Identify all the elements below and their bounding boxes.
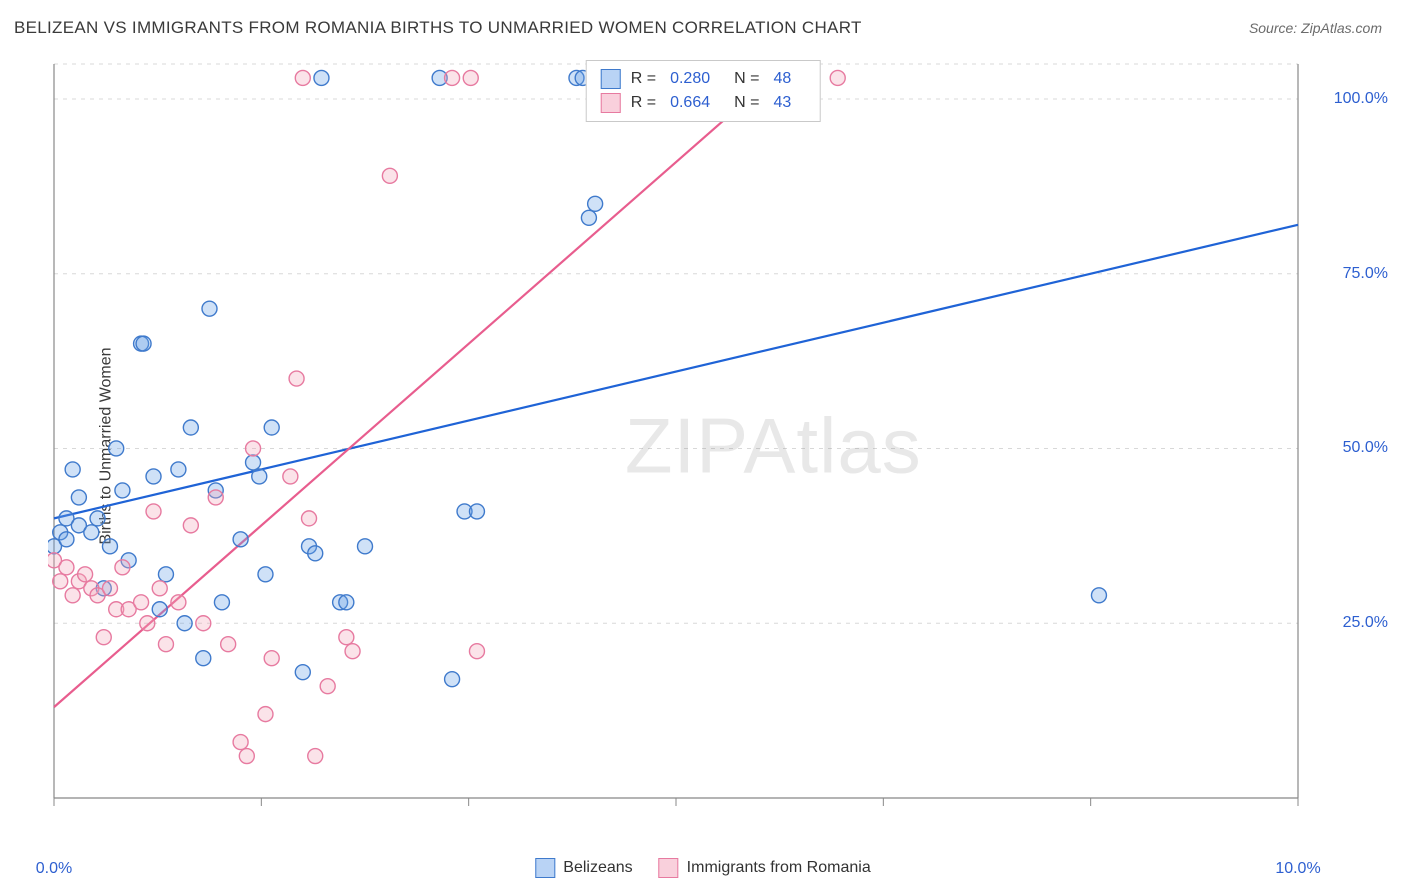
- n-value: 48: [773, 70, 791, 88]
- legend-swatch-blue: [535, 858, 555, 878]
- stats-legend: R = 0.280 N = 48 R = 0.664 N = 43: [586, 60, 821, 122]
- n-label: N =: [734, 94, 759, 112]
- legend-swatch-pink: [659, 858, 679, 878]
- x-tick-label: 0.0%: [36, 860, 72, 878]
- plot-svg: [48, 56, 1378, 826]
- legend-swatch-pink: [601, 93, 621, 113]
- y-tick-label: 25.0%: [1343, 614, 1388, 632]
- y-tick-label: 75.0%: [1343, 265, 1388, 283]
- scatter-plot: [48, 56, 1378, 826]
- stats-legend-row: R = 0.664 N = 43: [601, 91, 806, 115]
- n-label: N =: [734, 70, 759, 88]
- legend-item: Belizeans: [535, 858, 632, 878]
- legend-label: Belizeans: [563, 859, 632, 877]
- legend-label: Immigrants from Romania: [687, 859, 871, 877]
- source-attribution: Source: ZipAtlas.com: [1249, 20, 1382, 36]
- x-tick-label: 10.0%: [1275, 860, 1320, 878]
- legend-swatch-blue: [601, 69, 621, 89]
- y-tick-label: 50.0%: [1343, 439, 1388, 457]
- stats-legend-row: R = 0.280 N = 48: [601, 67, 806, 91]
- y-tick-label: 100.0%: [1334, 90, 1388, 108]
- r-label: R =: [631, 94, 656, 112]
- r-label: R =: [631, 70, 656, 88]
- legend-item: Immigrants from Romania: [659, 858, 871, 878]
- n-value: 43: [773, 94, 791, 112]
- chart-title: BELIZEAN VS IMMIGRANTS FROM ROMANIA BIRT…: [14, 18, 862, 38]
- r-value: 0.280: [670, 70, 710, 88]
- series-legend: Belizeans Immigrants from Romania: [535, 858, 870, 878]
- r-value: 0.664: [670, 94, 710, 112]
